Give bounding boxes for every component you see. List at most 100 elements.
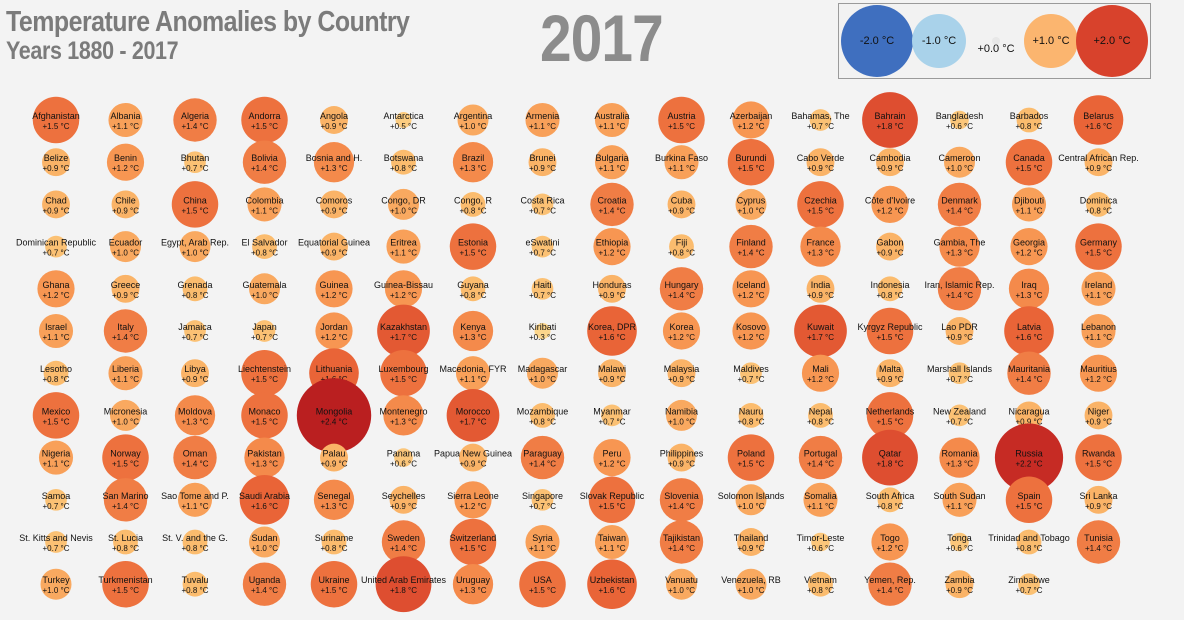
country-value-label: +0.8 °C (321, 544, 348, 553)
country-value-label: +1.4 °C (946, 206, 973, 215)
country-bubble (871, 185, 909, 223)
country-name-label: Cuba (671, 195, 693, 205)
country-nepal: Nepal+0.8 °C (807, 403, 834, 428)
country-value-label: +0.8 °C (877, 291, 904, 300)
country-bubble (800, 226, 841, 267)
country-name-label: Ecuador (109, 238, 143, 248)
country-value-label: +0.9 °C (182, 375, 209, 384)
country-comoros: Comoros+0.9 °C (316, 190, 353, 219)
country-bubble (664, 145, 699, 180)
country-iceland: Iceland+1.2 °C (732, 270, 770, 308)
country-name-label: New Zealand (933, 406, 986, 416)
country-name-label: Philippines (660, 449, 704, 459)
country-name-label: Zambia (944, 575, 974, 585)
country-bubble (310, 560, 358, 608)
country-bubble (1005, 476, 1053, 524)
country-name-label: Bhutan (181, 153, 210, 163)
legend-swatch-zero (992, 37, 1000, 45)
country-value-label: +1.6 °C (599, 333, 626, 342)
country-name-label: Congo, DR (381, 195, 426, 205)
country-south-sudan: South Sudan+1.1 °C (933, 482, 986, 517)
country-bubble (598, 274, 626, 303)
legend-swatch-minus-2 (841, 5, 913, 77)
country-antarctica: Antarctica+0.5 °C (383, 111, 423, 131)
country-bubble (375, 556, 432, 613)
country-bubble (102, 560, 149, 608)
country-name-label: Samoa (42, 491, 71, 501)
country-name-label: France (806, 238, 834, 248)
legend: -2.0 °C -1.0 °C +0.0 °C +1.0 °C +2.0 °C (838, 3, 1151, 79)
country-peru: Peru+1.2 °C (593, 439, 631, 477)
country-value-label: +1.2 °C (321, 291, 348, 300)
country-brunei: Brunei+0.9 °C (528, 148, 557, 177)
country-name-label: Syria (532, 533, 553, 543)
country-rwanda: Rwanda+1.5 °C (1075, 434, 1122, 481)
country-name-label: Liberia (112, 364, 139, 374)
country-value-label: +1.5 °C (529, 586, 556, 595)
country-name-label: Sri Lanka (1079, 491, 1117, 501)
country-bubble (738, 403, 764, 428)
country-guatemala: Guatemala+1.0 °C (242, 273, 287, 305)
country-value-label: +0.3 °C (529, 333, 556, 342)
country-bubble (667, 359, 696, 388)
country-nicaragua: Nicaragua+0.9 °C (1008, 401, 1050, 430)
country-ukraine: Ukraine+1.5 °C (310, 560, 358, 608)
country-name-label: Kosovo (736, 322, 766, 332)
country-value-label: +1.6 °C (1085, 122, 1112, 131)
country-value-label: +1.4 °C (668, 544, 695, 553)
country-palau: Palau+0.9 °C (320, 443, 348, 472)
country-bubble (877, 487, 903, 513)
country-saudi-arabia: Saudi Arabia+1.6 °C (239, 475, 290, 525)
country-jordan: Jordan+1.2 °C (315, 312, 353, 350)
country-value-label: +0.8 °C (460, 291, 487, 300)
country-mongolia: Mongolia+2.4 °C (296, 378, 372, 453)
country-name-label: Vietnam (804, 575, 837, 585)
country-bubble (457, 104, 489, 136)
country-luxembourg: Luxembourg+1.5 °C (378, 349, 429, 397)
country-macedonia-fyr: Macedonia, FYR+1.1 °C (439, 356, 507, 391)
country-bubble (877, 276, 903, 302)
country-slovenia: Slovenia+1.4 °C (659, 478, 704, 522)
country-name-label: Palau (322, 449, 345, 459)
country-name-label: San Marino (102, 491, 148, 501)
country-bubble (381, 520, 426, 564)
country-name-label: Kenya (460, 322, 486, 332)
country-value-label: +1.3 °C (1016, 291, 1043, 300)
country-value-label: +0.9 °C (599, 291, 626, 300)
country-botswana: Botswana+0.8 °C (384, 149, 423, 175)
country-value-label: +1.4 °C (738, 249, 765, 258)
country-name-label: Peru (602, 449, 621, 459)
country-korea: Korea+1.2 °C (662, 312, 701, 350)
country-bubble (1081, 271, 1116, 306)
country-ethiopia: Ethiopia+1.2 °C (593, 228, 631, 266)
country-ghana: Ghana+1.2 °C (37, 270, 75, 308)
country-belarus: Belarus+1.6 °C (1073, 95, 1124, 145)
country-cabo-verde: Cabo Verde+0.9 °C (797, 148, 844, 177)
country-value-label: +0.7 °C (529, 502, 556, 511)
country-angola: Angola+0.9 °C (320, 106, 348, 134)
country-name-label: Brazil (462, 153, 485, 163)
country-value-label: +0.8 °C (1085, 206, 1112, 215)
country-oman: Oman+1.4 °C (173, 435, 217, 480)
country-gabon: Gabon+0.9 °C (876, 232, 904, 261)
country-name-label: Bahrain (874, 111, 905, 121)
country-name-label: Uganda (249, 575, 281, 585)
country-name-label: Antarctica (383, 111, 423, 121)
country-value-label: +0.9 °C (460, 460, 487, 469)
country-value-label: +1.1 °C (807, 502, 834, 511)
country-seychelles: Seychelles+0.9 °C (382, 485, 426, 514)
country-name-label: Egypt, Arab Rep. (161, 238, 229, 248)
country-value-label: +1.5 °C (112, 586, 139, 595)
country-value-label: +1.2 °C (738, 122, 765, 131)
country-name-label: Burkina Faso (655, 153, 708, 163)
country-name-label: Paraguay (523, 449, 562, 459)
title-block: Temperature Anomalies by Country Years 1… (6, 6, 475, 66)
country-name-label: Madagascar (518, 364, 568, 374)
country-bubble (942, 482, 977, 517)
country-central-african-rep: Central African Rep.+0.9 °C (1058, 148, 1139, 177)
country-panama: Panama+0.6 °C (387, 448, 420, 469)
country-bubble (32, 96, 80, 144)
country-value-label: +0.9 °C (390, 502, 417, 511)
country-south-africa: South Africa+0.8 °C (866, 487, 914, 513)
country-name-label: Portugal (804, 449, 838, 459)
